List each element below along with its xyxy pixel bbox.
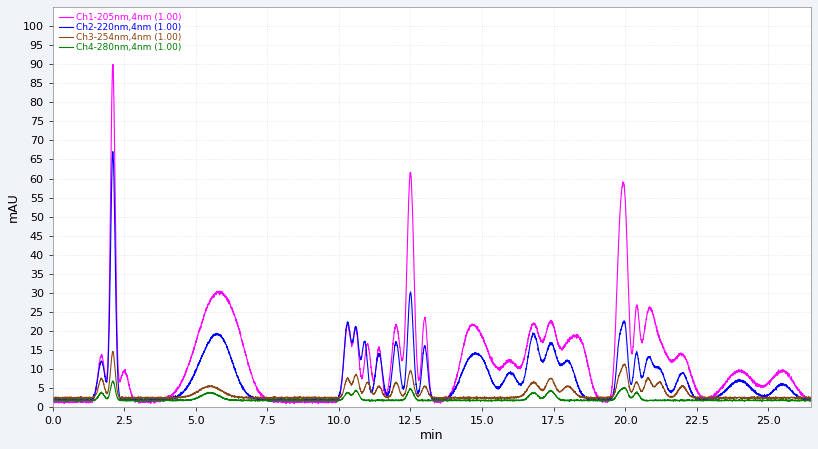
Ch1-205nm,4nm (1.00) xyxy=(807,398,816,404)
Ch1-205nm,4nm (1.00) xyxy=(503,360,513,365)
Ch4-280nm,4nm (1.00) xyxy=(672,397,681,403)
Ch3-254nm,4nm (1.00) xyxy=(743,396,753,402)
Ch4-280nm,4nm (1.00) xyxy=(614,390,623,395)
Ch1-205nm,4nm (1.00) xyxy=(542,330,551,335)
Ch1-205nm,4nm (1.00) xyxy=(290,401,299,406)
Line: Ch1-205nm,4nm (1.00): Ch1-205nm,4nm (1.00) xyxy=(52,65,811,404)
Ch1-205nm,4nm (1.00) xyxy=(338,369,348,374)
Ch3-254nm,4nm (1.00) xyxy=(542,383,551,389)
Ch3-254nm,4nm (1.00) xyxy=(47,395,57,401)
Ch3-254nm,4nm (1.00) xyxy=(338,391,348,396)
Ch3-254nm,4nm (1.00) xyxy=(807,395,816,401)
Ch2-220nm,4nm (1.00) xyxy=(47,397,57,403)
Ch4-280nm,4nm (1.00) xyxy=(757,399,766,404)
Ch4-280nm,4nm (1.00) xyxy=(47,398,57,403)
Ch3-254nm,4nm (1.00) xyxy=(108,349,118,354)
Ch1-205nm,4nm (1.00) xyxy=(186,355,196,360)
Ch2-220nm,4nm (1.00) xyxy=(186,378,196,383)
X-axis label: min: min xyxy=(420,429,443,442)
Ch3-254nm,4nm (1.00) xyxy=(186,392,196,398)
Ch2-220nm,4nm (1.00) xyxy=(338,367,348,373)
Line: Ch4-280nm,4nm (1.00): Ch4-280nm,4nm (1.00) xyxy=(52,381,811,401)
Line: Ch3-254nm,4nm (1.00): Ch3-254nm,4nm (1.00) xyxy=(52,352,811,399)
Y-axis label: mAU: mAU xyxy=(7,192,20,222)
Ch3-254nm,4nm (1.00) xyxy=(614,374,623,379)
Ch1-205nm,4nm (1.00) xyxy=(672,354,681,359)
Ch4-280nm,4nm (1.00) xyxy=(542,392,551,398)
Ch2-220nm,4nm (1.00) xyxy=(672,380,681,385)
Ch4-280nm,4nm (1.00) xyxy=(108,378,118,383)
Line: Ch2-220nm,4nm (1.00): Ch2-220nm,4nm (1.00) xyxy=(52,152,811,401)
Ch1-205nm,4nm (1.00) xyxy=(614,234,624,240)
Ch1-205nm,4nm (1.00) xyxy=(108,62,118,67)
Ch2-220nm,4nm (1.00) xyxy=(542,352,551,357)
Ch2-220nm,4nm (1.00) xyxy=(614,338,624,343)
Ch4-280nm,4nm (1.00) xyxy=(807,398,816,404)
Ch3-254nm,4nm (1.00) xyxy=(672,391,681,396)
Ch4-280nm,4nm (1.00) xyxy=(338,396,348,401)
Ch3-254nm,4nm (1.00) xyxy=(503,396,513,401)
Ch2-220nm,4nm (1.00) xyxy=(108,149,118,154)
Ch2-220nm,4nm (1.00) xyxy=(807,396,816,402)
Ch2-220nm,4nm (1.00) xyxy=(503,372,513,377)
Ch2-220nm,4nm (1.00) xyxy=(146,399,155,404)
Ch4-280nm,4nm (1.00) xyxy=(186,397,196,403)
Ch1-205nm,4nm (1.00) xyxy=(47,398,57,404)
Ch4-280nm,4nm (1.00) xyxy=(503,397,513,403)
Legend: Ch1-205nm,4nm (1.00), Ch2-220nm,4nm (1.00), Ch3-254nm,4nm (1.00), Ch4-280nm,4nm : Ch1-205nm,4nm (1.00), Ch2-220nm,4nm (1.0… xyxy=(57,12,183,54)
